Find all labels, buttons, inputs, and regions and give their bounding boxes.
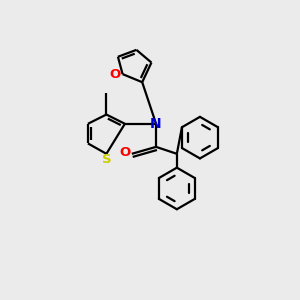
Text: O: O xyxy=(119,146,130,159)
Text: O: O xyxy=(110,68,121,81)
Text: S: S xyxy=(102,153,111,166)
Text: N: N xyxy=(150,117,162,131)
